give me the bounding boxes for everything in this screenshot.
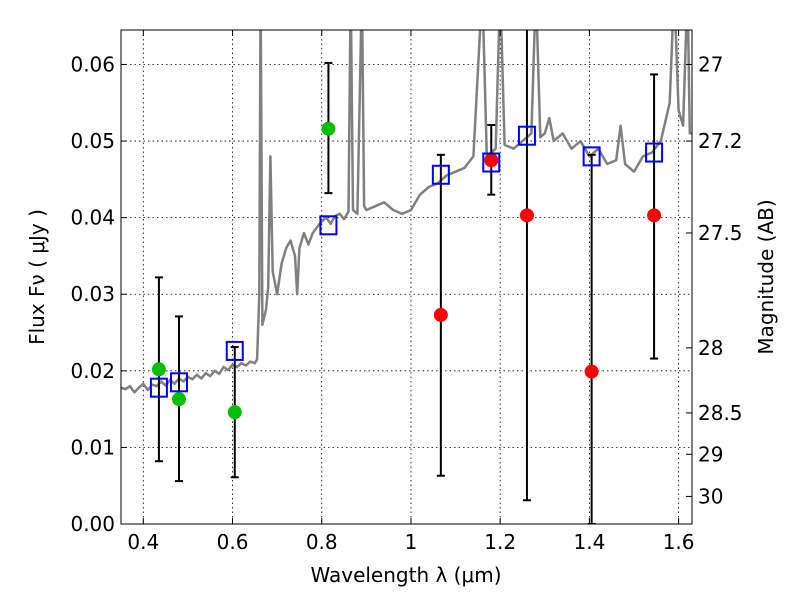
y-axis-title: Flux Fν ( μJy ) — [25, 209, 49, 345]
data-point — [151, 362, 166, 377]
model-square — [582, 146, 601, 167]
y2-tick-label: 30 — [698, 484, 723, 508]
x-tick-label: 1.2 — [484, 530, 516, 554]
y2-tick-label: 27 — [698, 52, 723, 76]
model-square — [645, 142, 664, 163]
y2-tick-label: 28 — [698, 336, 723, 360]
data-point — [484, 153, 499, 168]
data-point — [321, 121, 336, 136]
x-tick-label: 0.8 — [306, 530, 338, 554]
x-tick-label: 1.6 — [663, 530, 695, 554]
y2-tick-label: 27.5 — [698, 221, 743, 245]
axis-ticks: 0.4 0.6 0.8 1 1.2 1.4 1.6 0.00 0.01 0.02 0.03 0.04 0… — [70, 30, 743, 554]
plot-frame — [120, 29, 693, 525]
y2-tick-label: 29 — [698, 442, 723, 466]
spectrum-line — [121, 30, 692, 394]
y-tick-label: 0.01 — [70, 435, 115, 459]
x-tick-label: 1.4 — [573, 530, 605, 554]
x-tick-label: 0.4 — [127, 530, 159, 554]
data-point — [171, 392, 186, 407]
x-axis-title: Wavelength λ (μm) — [310, 563, 501, 587]
model-square — [169, 372, 188, 393]
y2-tick-label: 27.2 — [698, 129, 743, 153]
model-square — [225, 340, 244, 361]
y-tick-label: 0.05 — [70, 129, 115, 153]
model-square — [517, 125, 536, 146]
data-point — [584, 364, 599, 379]
grid — [121, 30, 692, 525]
y2-axis-title: Magnitude (AB) — [754, 199, 778, 354]
x-tick-label: 0.6 — [217, 530, 249, 554]
y-tick-label: 0.03 — [70, 282, 115, 306]
y-tick-label: 0.02 — [70, 359, 115, 383]
model-square — [319, 215, 338, 236]
y-tick-label: 0.06 — [70, 52, 115, 76]
x-tick-label: 1 — [405, 530, 418, 554]
model-square — [149, 377, 168, 398]
data-point — [433, 307, 448, 322]
model-square — [431, 164, 450, 185]
y-tick-label: 0.00 — [70, 512, 115, 536]
plot-area — [121, 30, 692, 524]
data-point — [519, 208, 534, 223]
model-square — [482, 152, 501, 173]
data-point — [647, 208, 662, 223]
y-tick-label: 0.04 — [70, 206, 115, 230]
y2-tick-label: 28.5 — [698, 401, 743, 425]
data-point — [227, 405, 242, 420]
